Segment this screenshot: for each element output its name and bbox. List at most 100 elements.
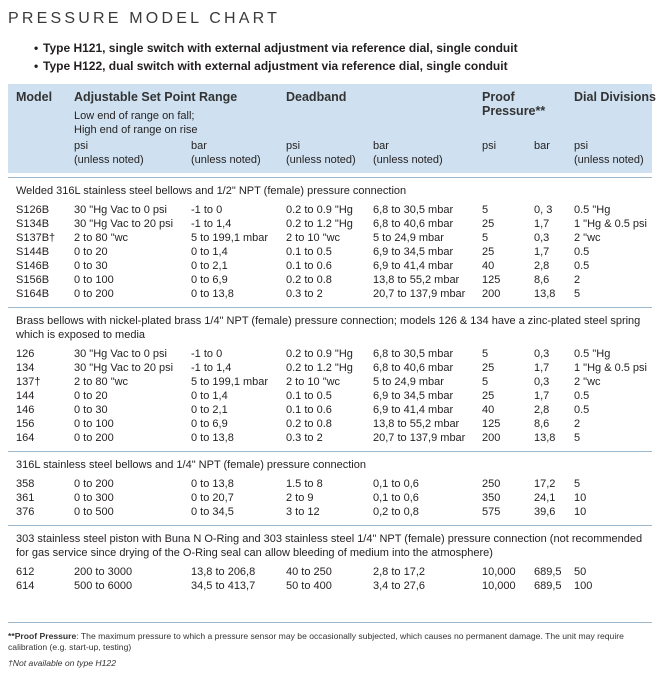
table-cell: -1 to 0 xyxy=(191,348,223,360)
table-cell: 6,9 to 34,5 mbar xyxy=(373,390,454,402)
header-range: Adjustable Set Point Range xyxy=(74,90,238,104)
table-cell: 614 xyxy=(16,580,35,592)
header-model: Model xyxy=(16,90,53,104)
table-cell: 0 to 100 xyxy=(74,418,114,430)
table-cell: -1 to 0 xyxy=(191,204,223,216)
table-cell: 156 xyxy=(16,418,35,430)
table-cell: 13,8 xyxy=(534,288,556,300)
table-cell: 2,8 xyxy=(534,404,550,416)
table-cell: 689,5 xyxy=(534,580,562,592)
table-section: 303 stainless steel piston with Buna N O… xyxy=(8,525,652,599)
table-cell: 10 xyxy=(574,506,587,518)
table-cell: 5 to 199,1 mbar xyxy=(191,232,269,244)
table-row: 137† 2 to 80 "wc 5 to 199,1 mbar 2 to 10 "w… xyxy=(8,375,652,389)
table-cell: 6,8 to 40,6 mbar xyxy=(373,218,454,230)
table-cell: 689,5 xyxy=(534,566,562,578)
footnote-dagger: †Not available on type H122 xyxy=(8,658,116,668)
table-cell: 146 xyxy=(16,404,35,416)
header-deadband: Deadband xyxy=(286,90,347,104)
table-cell: 0 to 200 xyxy=(74,288,114,300)
unit-label: (unless noted) xyxy=(373,154,443,166)
table-cell: 5 to 24,9 mbar xyxy=(373,232,444,244)
table-cell: 0,3 xyxy=(534,232,550,244)
table-cell: 2 to 80 "wc xyxy=(74,232,129,244)
table-cell: 3 to 12 xyxy=(286,506,320,518)
table-cell: 1 "Hg & 0.5 psi xyxy=(574,362,647,374)
section-title: 316L stainless steel bellows and 1/4" NP… xyxy=(16,459,366,471)
table-cell: 575 xyxy=(482,506,501,518)
table-cell: 200 xyxy=(482,432,501,444)
table-cell: 0,1 to 0,6 xyxy=(373,492,419,504)
table-cell: 0 to 200 xyxy=(74,478,114,490)
table-cell: 30 "Hg Vac to 0 psi xyxy=(74,348,167,360)
table-cell: 144 xyxy=(16,390,35,402)
table-cell: 200 to 3000 xyxy=(74,566,133,578)
header-range-note: Low end of range on fall; xyxy=(74,110,195,122)
table-cell: 6,9 to 34,5 mbar xyxy=(373,246,454,258)
table-cell: 1 "Hg & 0.5 psi xyxy=(574,218,647,230)
table-row: 612 200 to 3000 13,8 to 206,8 40 to 250 2,8 … xyxy=(8,565,652,579)
table-cell: 361 xyxy=(16,492,35,504)
table-row: S164B 0 to 200 0 to 13,8 0.3 to 2 20,7 to 13… xyxy=(8,287,652,301)
bullet-icon: • xyxy=(34,59,39,73)
table-cell: 1,7 xyxy=(534,218,550,230)
unit-label: bar xyxy=(373,140,389,152)
table-cell: S164B xyxy=(16,288,50,300)
type-item: • Type H122, dual switch with external ad… xyxy=(34,59,508,73)
table-cell: 0.2 to 0.9 "Hg xyxy=(286,348,353,360)
table-cell: 5 xyxy=(574,478,581,490)
table-cell: 5 xyxy=(574,432,581,444)
table-cell: 0,2 to 0,8 xyxy=(373,506,419,518)
table-row: 134 30 "Hg Vac to 20 psi -1 to 1,4 0.2 to 1… xyxy=(8,361,652,375)
table-cell: 376 xyxy=(16,506,35,518)
table-cell: 2 xyxy=(574,274,581,286)
table-cell: 50 to 400 xyxy=(286,580,332,592)
table-section: 316L stainless steel bellows and 1/4" NP… xyxy=(8,451,652,525)
table-cell: 0.5 xyxy=(574,404,590,416)
table-cell: 0 to 6,9 xyxy=(191,274,228,286)
table-cell: 25 xyxy=(482,218,495,230)
table-cell: 0 to 13,8 xyxy=(191,478,234,490)
table-cell: 40 to 250 xyxy=(286,566,332,578)
table-cell: 0.5 xyxy=(574,260,590,272)
table-cell: S126B xyxy=(16,204,50,216)
table-cell: 0.5 xyxy=(574,246,590,258)
table-cell: 358 xyxy=(16,478,35,490)
table-cell: 164 xyxy=(16,432,35,444)
table-cell: 0.1 to 0.6 xyxy=(286,260,332,272)
table-row: 358 0 to 200 0 to 13,8 1.5 to 8 0,1 to 0,6 25… xyxy=(8,477,652,491)
table-row: 614 500 to 6000 34,5 to 413,7 50 to 400 3,4 … xyxy=(8,579,652,593)
table-cell: 8,6 xyxy=(534,418,550,430)
table-cell: 25 xyxy=(482,362,495,374)
table-cell: 0.1 to 0.5 xyxy=(286,390,332,402)
table-cell: 40 xyxy=(482,260,495,272)
table-cell: 6,9 to 41,4 mbar xyxy=(373,404,454,416)
table-cell: S137B† xyxy=(16,232,56,244)
table-cell: 0 to 1,4 xyxy=(191,390,228,402)
table-cell: S134B xyxy=(16,218,50,230)
table-cell: -1 to 1,4 xyxy=(191,218,232,230)
table-cell: 1.5 to 8 xyxy=(286,478,323,490)
table-cell: 2 to 9 xyxy=(286,492,314,504)
table-row: S134B 30 "Hg Vac to 20 psi -1 to 1,4 0.2 to… xyxy=(8,217,652,231)
table-cell: 612 xyxy=(16,566,35,578)
table-cell: 500 to 6000 xyxy=(74,580,133,592)
table-cell: 10,000 xyxy=(482,566,516,578)
table-cell: 5 to 24,9 mbar xyxy=(373,376,444,388)
table-cell: 13,8 xyxy=(534,432,556,444)
table-cell: 8,6 xyxy=(534,274,550,286)
table-section: Welded 316L stainless steel bellows and … xyxy=(8,177,652,307)
unit-label: (unless noted) xyxy=(286,154,356,166)
table-row: S156B 0 to 100 0 to 6,9 0.2 to 0.8 13,8 to 5… xyxy=(8,273,652,287)
table-cell: 30 "Hg Vac to 20 psi xyxy=(74,362,174,374)
table-cell: 10 xyxy=(574,492,587,504)
table-cell: 1,7 xyxy=(534,246,550,258)
table-cell: 34,5 to 413,7 xyxy=(191,580,256,592)
type-item: • Type H121, single switch with external … xyxy=(34,41,518,55)
table-cell: 0 to 13,8 xyxy=(191,288,234,300)
table-row: S146B 0 to 30 0 to 2,1 0.1 to 0.6 6,9 to 41,… xyxy=(8,259,652,273)
table-cell: 0.5 "Hg xyxy=(574,348,611,360)
table-cell: 0.2 to 0.8 xyxy=(286,274,332,286)
header-dial: Dial Divisions xyxy=(574,90,656,104)
table-cell: 2 "wc xyxy=(574,232,601,244)
